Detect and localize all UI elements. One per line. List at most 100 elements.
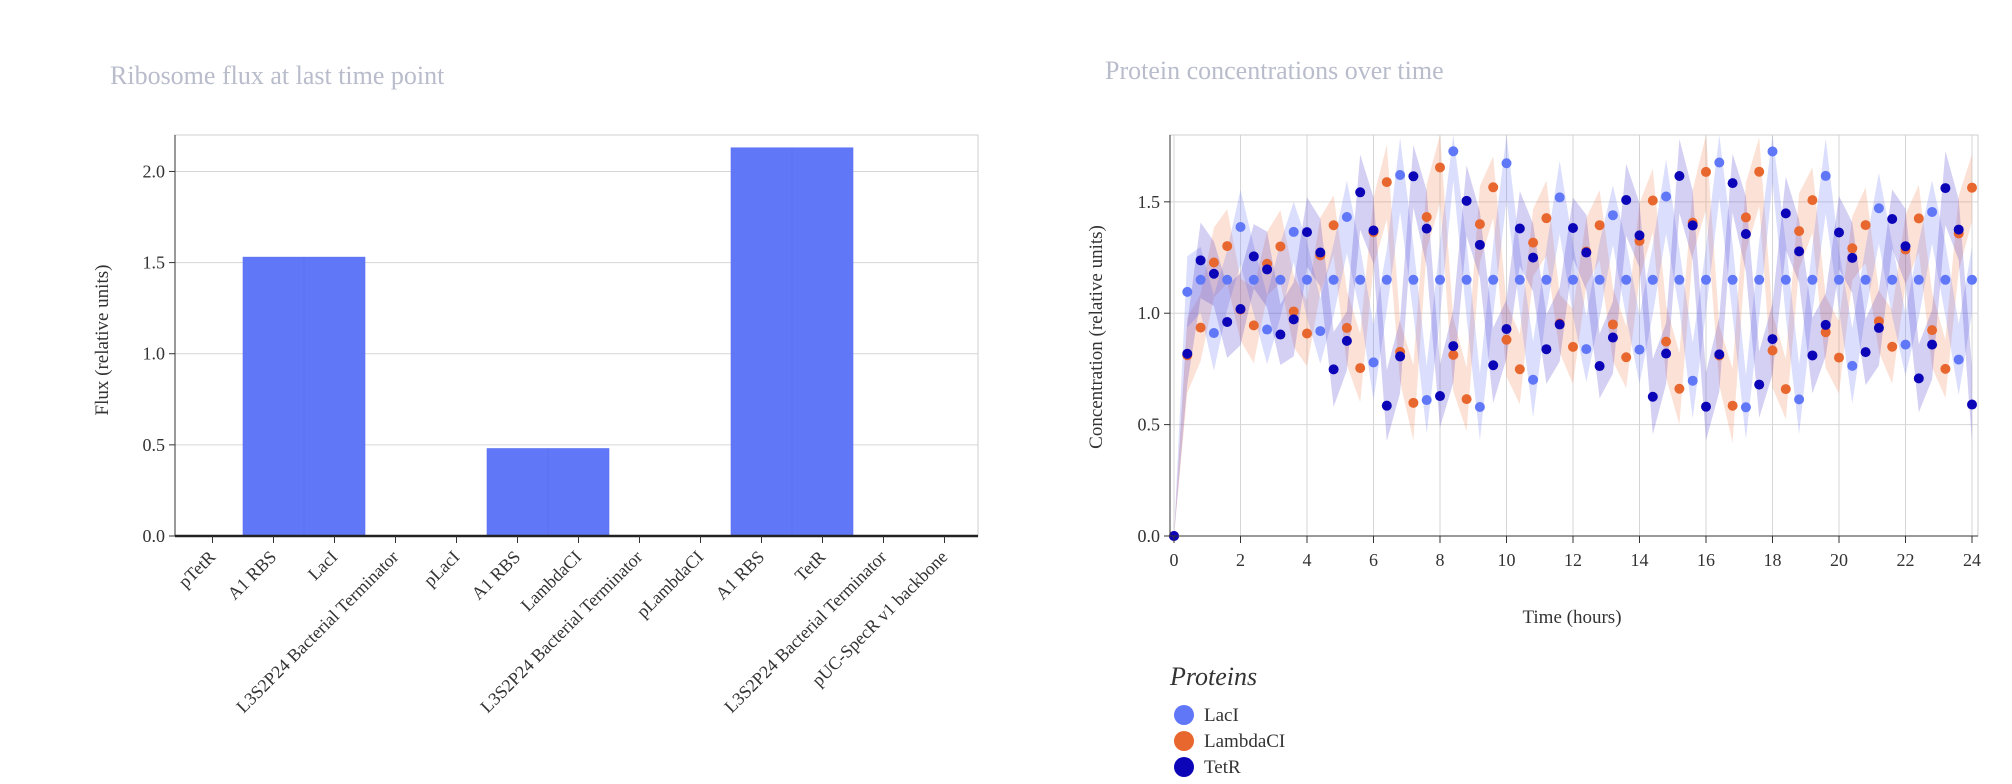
point-lambdaci: [1408, 397, 1419, 408]
point-lambdaci: [1341, 322, 1352, 333]
point-laci: [1381, 274, 1392, 285]
point-laci: [1421, 395, 1432, 406]
point-tetr: [1647, 391, 1658, 402]
point-laci: [1594, 274, 1605, 285]
bar-9: [730, 147, 793, 537]
protein-chart-axes: [1169, 134, 1979, 537]
point-tetr: [1328, 364, 1339, 375]
point-lambdaci: [1275, 241, 1286, 252]
point-tetr: [1634, 230, 1645, 241]
point-laci: [1967, 274, 1977, 285]
point-tetr: [1581, 247, 1592, 258]
point-laci: [1834, 274, 1844, 285]
point-lambdaci: [1727, 400, 1738, 411]
protein-x-tick-label: 2: [1236, 550, 1245, 570]
protein-x-tick-label: 14: [1631, 550, 1649, 570]
point-tetr: [1887, 214, 1898, 225]
protein-chart-title: Protein concentrations over time: [1105, 56, 1444, 85]
point-tetr: [1767, 334, 1778, 345]
protein-x-tick-label: 24: [1963, 550, 1981, 570]
point-tetr: [1262, 264, 1273, 275]
point-laci: [1740, 402, 1751, 413]
point-tetr: [1794, 246, 1805, 257]
bar-chart-y-ticks: 0.0 0.5 1.0 1.5 2.0: [143, 161, 175, 546]
point-tetr: [1461, 195, 1472, 206]
point-tetr: [1541, 344, 1552, 355]
point-lambdaci: [1488, 182, 1499, 193]
point-laci: [1222, 274, 1233, 285]
point-laci: [1262, 324, 1273, 335]
point-lambdaci: [1860, 220, 1871, 231]
point-laci: [1408, 274, 1419, 285]
point-laci: [1182, 286, 1193, 297]
point-tetr: [1554, 319, 1565, 330]
bar-1: [242, 256, 305, 537]
point-laci: [1248, 274, 1259, 285]
point-tetr: [1687, 220, 1698, 231]
bar-y-tick-label: 0.0: [143, 526, 166, 546]
point-tetr: [1594, 361, 1605, 372]
point-lambdaci: [1647, 195, 1658, 206]
point-lambdaci: [1940, 363, 1951, 374]
protein-chart: Protein concentrations over time Concent…: [1086, 56, 1981, 778]
point-laci: [1807, 274, 1818, 285]
point-laci: [1940, 274, 1951, 285]
point-tetr: [1501, 323, 1512, 334]
point-laci: [1288, 226, 1299, 237]
point-lambdaci: [1701, 166, 1711, 177]
point-lambdaci: [1568, 341, 1578, 352]
point-lambdaci: [1248, 320, 1259, 331]
protein-chart-y-ticks: 0.0 0.5 1.0 1.5: [1138, 192, 1170, 546]
point-tetr: [1621, 194, 1632, 205]
point-laci: [1873, 203, 1884, 214]
bar-10: [791, 147, 854, 537]
point-laci: [1355, 274, 1366, 285]
point-laci: [1714, 157, 1725, 168]
point-laci: [1701, 274, 1711, 285]
point-lambdaci: [1355, 363, 1366, 374]
point-tetr: [1568, 223, 1578, 234]
legend-swatch-tetr: [1174, 757, 1194, 777]
point-lambdaci: [1222, 241, 1233, 252]
legend-items: LacI LambdaCI TetR: [1174, 705, 1285, 778]
point-lambdaci: [1740, 212, 1751, 223]
point-tetr: [1275, 329, 1286, 340]
point-lambdaci: [1501, 334, 1512, 345]
protein-x-tick-label: 12: [1564, 550, 1582, 570]
point-tetr: [1435, 391, 1445, 402]
point-tetr: [1528, 252, 1539, 263]
protein-x-tick-label: 0: [1170, 550, 1179, 570]
point-tetr: [1780, 208, 1791, 219]
point-lambdaci: [1474, 219, 1485, 230]
point-tetr: [1288, 314, 1299, 325]
point-laci: [1634, 344, 1645, 355]
point-lambdaci: [1621, 352, 1632, 363]
point-laci: [1501, 158, 1512, 169]
point-laci: [1448, 146, 1459, 157]
point-tetr: [1341, 335, 1352, 346]
bar-x-tick-label: pLambdaCI: [632, 547, 707, 622]
point-lambdaci: [1834, 352, 1844, 363]
legend-swatch-laci: [1174, 705, 1194, 725]
point-lambdaci: [1927, 325, 1938, 336]
point-laci: [1328, 274, 1339, 285]
protein-chart-grid: [1170, 135, 1978, 536]
point-laci: [1687, 375, 1698, 386]
bar-y-tick-label: 2.0: [143, 161, 166, 181]
point-lambdaci: [1461, 394, 1472, 405]
point-tetr: [1488, 360, 1499, 371]
point-laci: [1767, 146, 1778, 157]
point-laci: [1860, 274, 1871, 285]
protein-y-tick-label: 0.0: [1138, 526, 1161, 546]
point-lambdaci: [1328, 220, 1339, 231]
point-tetr: [1967, 399, 1977, 410]
protein-legend: Proteins LacI LambdaCI TetR: [1169, 662, 1285, 778]
point-tetr: [1448, 341, 1459, 352]
legend-label-tetr: TetR: [1204, 757, 1241, 778]
point-tetr: [1661, 348, 1672, 359]
bar-2: [303, 256, 366, 537]
point-tetr: [1355, 187, 1366, 198]
bar-chart-title: Ribosome flux at last time point: [110, 61, 445, 90]
point-lambdaci: [1381, 177, 1392, 188]
point-laci: [1554, 192, 1565, 203]
